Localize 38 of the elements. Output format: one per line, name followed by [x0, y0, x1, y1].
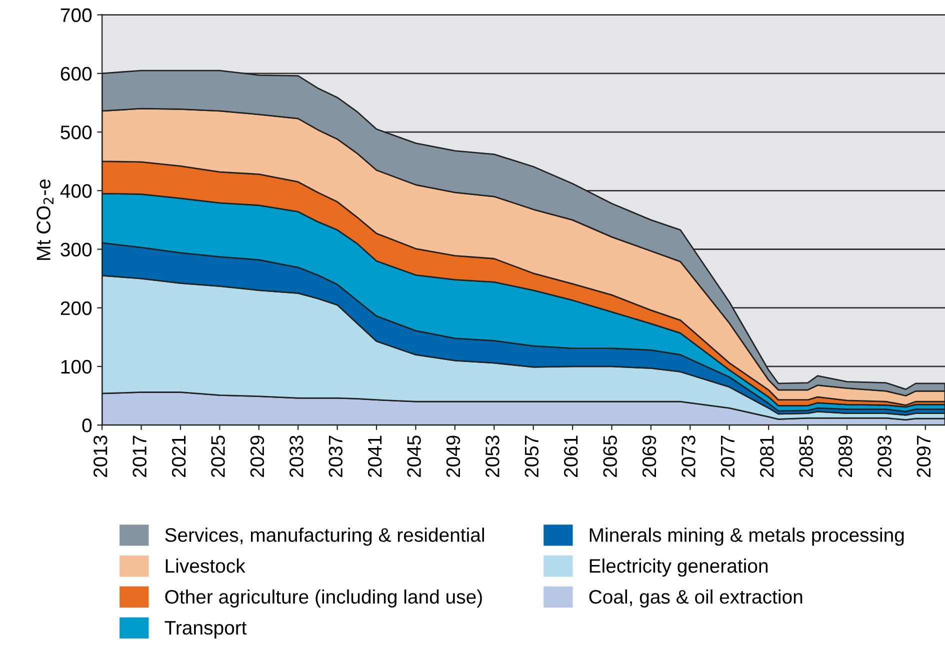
legend-label: Other agriculture (including land use)	[165, 589, 482, 608]
legend-label: Coal, gas & oil extraction	[589, 589, 802, 608]
x-tick-label: 2073	[682, 436, 696, 478]
y-axis-title: Mt CO$_{2}$-e	[36, 179, 54, 260]
legend-label: Minerals mining & metals processing	[590, 528, 904, 546]
x-tick-label: 2081	[760, 436, 774, 478]
y-tick-label: 400	[60, 184, 92, 198]
x-tick-label: 2069	[642, 436, 656, 478]
legend-label: Services, manufacturing & residential	[165, 528, 484, 546]
x-tick-label: 2057	[524, 436, 539, 478]
x-tick-label: 2017	[132, 436, 146, 478]
x-tick-label: 2045	[407, 436, 421, 478]
x-tick-label: 2033	[290, 436, 304, 478]
y-tick-label: 700	[60, 8, 92, 22]
y-tick-label: 600	[60, 66, 92, 81]
legend-label: Electricity generation	[590, 558, 768, 577]
y-tick-label: 300	[60, 242, 92, 256]
x-tick-label: 2053	[486, 436, 500, 478]
legend-label: Transport	[164, 621, 247, 638]
x-tick-label: 2013	[94, 436, 108, 478]
x-tick-label: 2085	[799, 436, 813, 478]
x-tick-label: 2065	[603, 436, 617, 478]
x-tick-label: 2077	[720, 436, 735, 478]
y-tick-label: 200	[60, 301, 92, 316]
legend-label: Livestock	[166, 558, 246, 573]
x-tick-label: 2021	[172, 436, 186, 478]
x-tick-label: 2025	[211, 436, 225, 478]
y-tick-label: 500	[60, 126, 92, 140]
x-tick-label: 2061	[564, 436, 578, 478]
x-tick-label: 2089	[838, 436, 852, 478]
x-tick-label: 2097	[916, 436, 931, 478]
y-tick-label: 100	[61, 360, 92, 374]
x-tick-label: 2093	[878, 436, 892, 478]
x-tick-label: 2037	[328, 436, 343, 478]
x-tick-label: 2029	[250, 436, 264, 478]
x-tick-label: 2049	[446, 436, 460, 478]
y-tick-label: 0	[82, 418, 92, 432]
x-tick-label: 2041	[368, 436, 382, 478]
